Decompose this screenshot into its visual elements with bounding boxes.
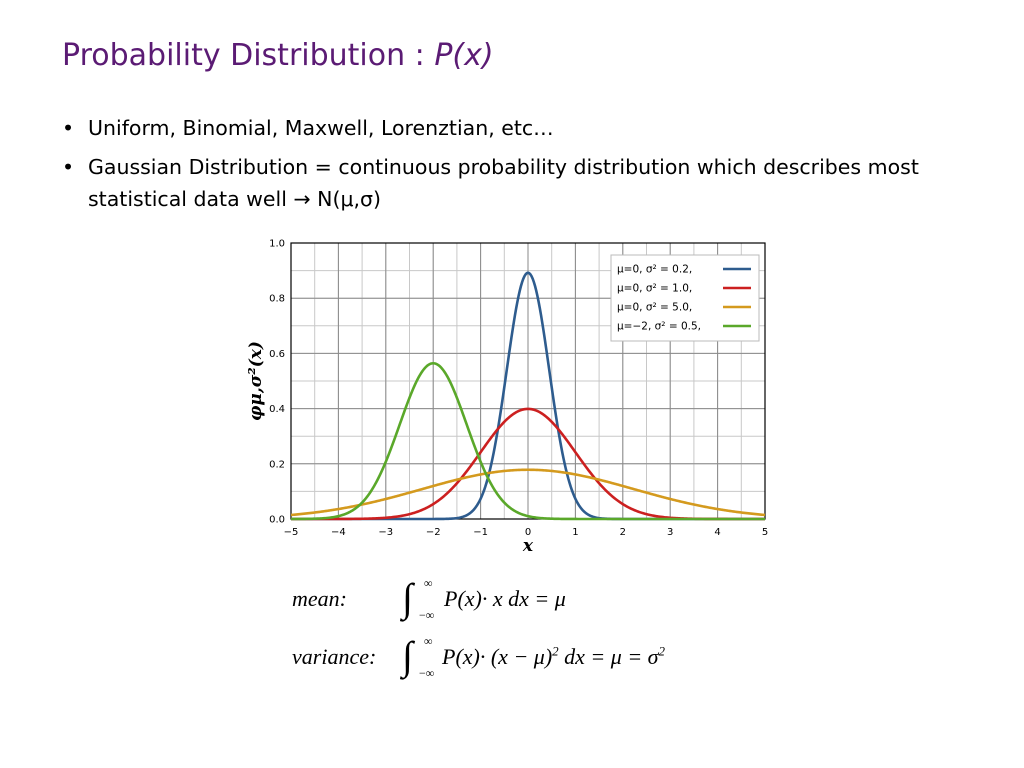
y-tick-label: 0.2 [269,459,285,470]
mean-label: mean: [292,586,347,611]
gaussian-chart: −5 −4 −3 −2 −1 0 1 2 3 4 5 0.0 0.2 0.4 0.6 0.8 1.0 x φμ,σ²… [239,231,773,571]
x-tick-label: 4 [714,527,720,538]
y-tick-label: 0.8 [269,294,285,305]
exponent: 2 [658,643,666,659]
title-main: Probability Distribution : [62,38,435,73]
legend-label: μ=0, σ² = 1.0, [617,283,692,295]
upper-limit: ∞ [424,576,433,590]
y-tick-label: 0.0 [269,515,285,526]
exponent: 2 [552,643,559,659]
legend-label: μ=−2, σ² = 0.5, [617,321,701,333]
legend-label: μ=0, σ² = 5.0, [617,302,692,314]
x-tick-label: 1 [572,527,578,538]
x-tick-label: −5 [284,527,299,538]
chart-svg: −5 −4 −3 −2 −1 0 1 2 3 4 5 0.0 0.2 0.4 0.6 0.8 1.0 x φμ,σ²… [246,239,768,557]
series-line [290,468,766,517]
x-tick-label: −4 [331,527,346,538]
variance-label: variance: [292,644,377,669]
x-tick-label: 5 [762,527,768,538]
x-tick-label: 3 [667,527,673,538]
series-line [291,361,765,521]
lower-limit: −∞ [419,666,435,680]
x-tick-label: −2 [426,527,441,538]
bullet-list: Uniform, Binomial, Maxwell, Lorenztian, … [62,112,982,222]
formulas: mean: ∫ ∞ −∞ P(x)· x dx = μ variance: ∫ … [292,574,792,686]
variance-expr-b: dx = μ = σ [558,644,659,669]
bullet-item: Gaussian Distribution = continuous proba… [62,151,982,215]
slide-title: Probability Distribution : P(x) [62,38,494,73]
bullet-item: Uniform, Binomial, Maxwell, Lorenztian, … [62,112,982,144]
x-tick-label: 2 [620,527,626,538]
y-axis-label: φμ,σ²(x) [246,341,266,421]
variance-expression: P(x)· (x − μ)2 dx = μ = σ2 [442,644,665,670]
x-tick-label: 0 [525,527,531,538]
lower-limit: −∞ [419,608,435,622]
x-tick-label: −1 [473,527,488,538]
mean-expression: P(x)· x dx = μ [444,586,566,611]
y-tick-label: 1.0 [269,239,285,250]
y-tick-label: 0.6 [269,349,285,360]
plot-frame [290,242,766,520]
x-axis-label: x [522,536,534,556]
integral-sign-icon: ∫ [402,575,413,620]
y-tick-label: 0.4 [269,404,285,415]
legend-label: μ=0, σ² = 0.2, [617,264,692,276]
title-italic: P(x) [434,38,494,73]
x-tick-label: −3 [378,527,393,538]
variance-expr-a: P(x)· (x − μ) [442,644,553,669]
integral-sign-icon: ∫ [402,633,413,678]
upper-limit: ∞ [424,634,433,648]
